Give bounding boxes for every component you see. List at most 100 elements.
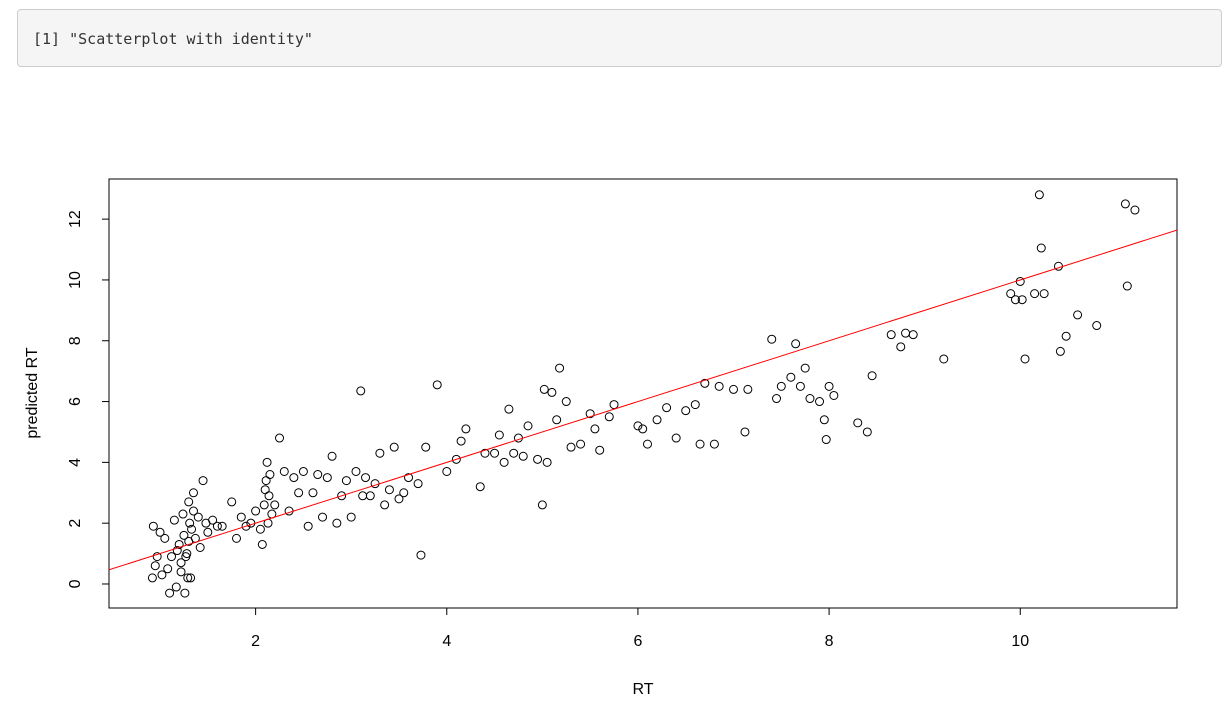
point	[576, 439, 586, 449]
point	[413, 479, 423, 489]
point	[681, 406, 691, 416]
point	[265, 470, 275, 480]
point	[633, 421, 643, 431]
point	[337, 491, 347, 501]
point	[358, 491, 368, 501]
point	[819, 415, 829, 425]
point	[351, 466, 361, 476]
point	[394, 494, 404, 504]
point	[232, 533, 242, 543]
point	[160, 533, 170, 543]
point	[461, 424, 471, 434]
point	[165, 588, 175, 598]
point	[313, 470, 323, 480]
point	[451, 454, 461, 464]
point	[509, 448, 519, 458]
point	[212, 521, 222, 531]
point	[178, 509, 188, 519]
point	[1120, 199, 1130, 209]
point	[824, 381, 834, 391]
point	[1017, 295, 1027, 305]
point	[147, 573, 157, 583]
point	[298, 466, 308, 476]
point	[652, 415, 662, 425]
point	[867, 371, 877, 381]
point	[186, 573, 196, 583]
point	[279, 466, 289, 476]
point	[604, 412, 614, 422]
point	[327, 451, 337, 461]
point	[566, 442, 576, 452]
point	[261, 476, 271, 486]
point	[456, 436, 466, 446]
point	[184, 536, 194, 546]
point	[155, 527, 165, 537]
x-tick-label: 4	[442, 633, 451, 650]
point	[318, 512, 328, 522]
point	[714, 381, 724, 391]
point	[1039, 289, 1049, 299]
point	[171, 582, 181, 592]
point	[555, 363, 565, 373]
point	[176, 558, 186, 568]
point	[695, 439, 705, 449]
point	[901, 328, 911, 338]
point	[480, 448, 490, 458]
y-tick-label: 0	[67, 579, 84, 588]
point	[163, 564, 173, 574]
point	[157, 570, 167, 580]
point	[800, 363, 810, 373]
point	[537, 500, 547, 510]
point	[547, 387, 557, 397]
x-axis-label: RT	[632, 681, 653, 698]
point	[590, 424, 600, 434]
x-tick-label: 10	[1011, 633, 1029, 650]
point	[308, 488, 318, 498]
point	[805, 394, 815, 404]
point	[585, 409, 595, 419]
point	[1122, 281, 1132, 291]
console-output: [1] "Scatterplot with identity"	[33, 30, 313, 48]
y-tick-label: 2	[67, 519, 84, 528]
point	[743, 384, 753, 394]
point	[939, 354, 949, 364]
point	[642, 439, 652, 449]
point	[241, 521, 251, 531]
point	[795, 381, 805, 391]
point	[886, 330, 896, 340]
point	[609, 400, 619, 410]
point	[332, 518, 342, 528]
point	[671, 433, 681, 443]
point	[791, 339, 801, 349]
point	[709, 439, 719, 449]
point	[700, 378, 710, 388]
point	[740, 427, 750, 437]
point	[185, 518, 195, 528]
point	[152, 552, 162, 562]
y-tick-label: 4	[67, 458, 84, 467]
point	[294, 488, 304, 498]
point	[767, 334, 777, 344]
point	[183, 573, 193, 583]
point	[174, 539, 184, 549]
point	[169, 515, 179, 525]
point	[380, 500, 390, 510]
point	[1036, 243, 1046, 253]
point	[389, 442, 399, 452]
point	[1130, 205, 1140, 215]
point	[853, 418, 863, 428]
point	[257, 539, 267, 549]
point	[432, 380, 442, 390]
console-output-box: [1] "Scatterplot with identity"	[17, 9, 1222, 67]
point	[896, 342, 906, 352]
point	[236, 512, 246, 522]
point	[862, 427, 872, 437]
point	[264, 491, 274, 501]
x-tick-label: 2	[251, 633, 260, 650]
point	[399, 488, 409, 498]
point	[150, 561, 160, 571]
point	[552, 415, 562, 425]
point	[260, 485, 270, 495]
